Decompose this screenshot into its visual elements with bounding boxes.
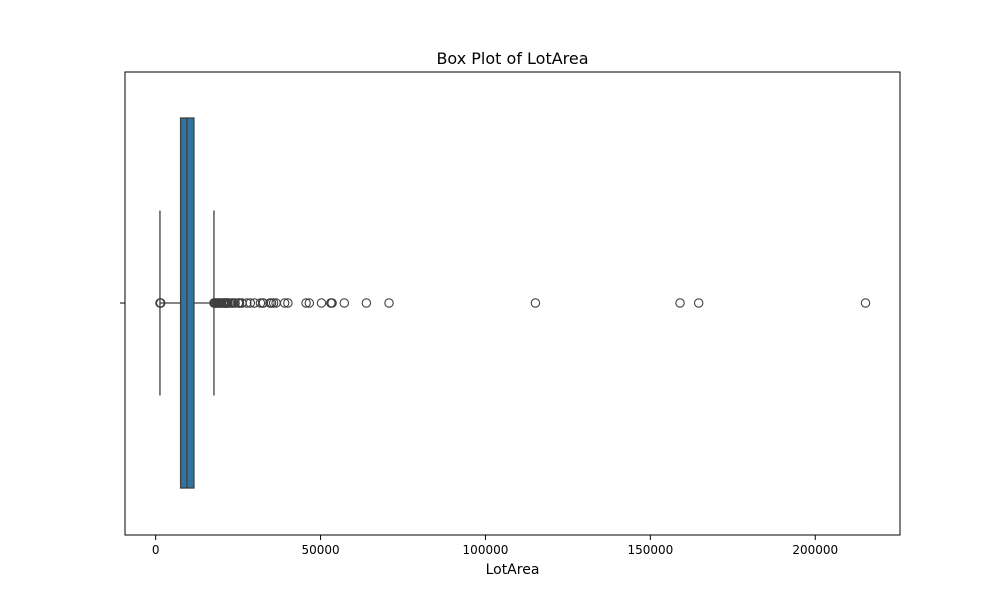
outlier-point <box>283 298 293 308</box>
x-axis: 0 50000 100000 150000 200000 <box>120 302 838 557</box>
outlier-point <box>675 298 685 308</box>
x-tick-label: 200000 <box>792 543 838 557</box>
x-tick-label: 0 <box>152 543 160 557</box>
outlier-point <box>304 298 315 308</box>
plot-area <box>155 117 871 489</box>
plot-frame <box>124 71 901 536</box>
x-tick-label: 150000 <box>627 543 673 557</box>
outlier-point <box>255 298 266 308</box>
outlier-point <box>530 298 541 308</box>
x-tick-label: 50000 <box>301 543 339 557</box>
outlier-point <box>155 298 166 308</box>
x-axis-label: LotArea <box>486 562 540 578</box>
outlier-point <box>245 298 256 308</box>
outlier-point <box>860 298 871 308</box>
outlier-point <box>242 298 252 308</box>
outlier-point <box>301 298 311 308</box>
outlier-point <box>268 298 279 308</box>
outlier-point <box>316 298 327 308</box>
outlier-point <box>230 298 240 308</box>
chart-title: Box Plot of LotArea <box>436 49 588 68</box>
outlier-point <box>327 298 337 308</box>
x-tick-label: 100000 <box>463 543 509 557</box>
outlier-point <box>384 298 394 308</box>
outlier-point <box>234 298 245 308</box>
outlier-point <box>361 298 372 308</box>
outlier-point <box>693 298 704 308</box>
outlier-point <box>339 298 350 308</box>
outlier-point <box>279 298 290 308</box>
